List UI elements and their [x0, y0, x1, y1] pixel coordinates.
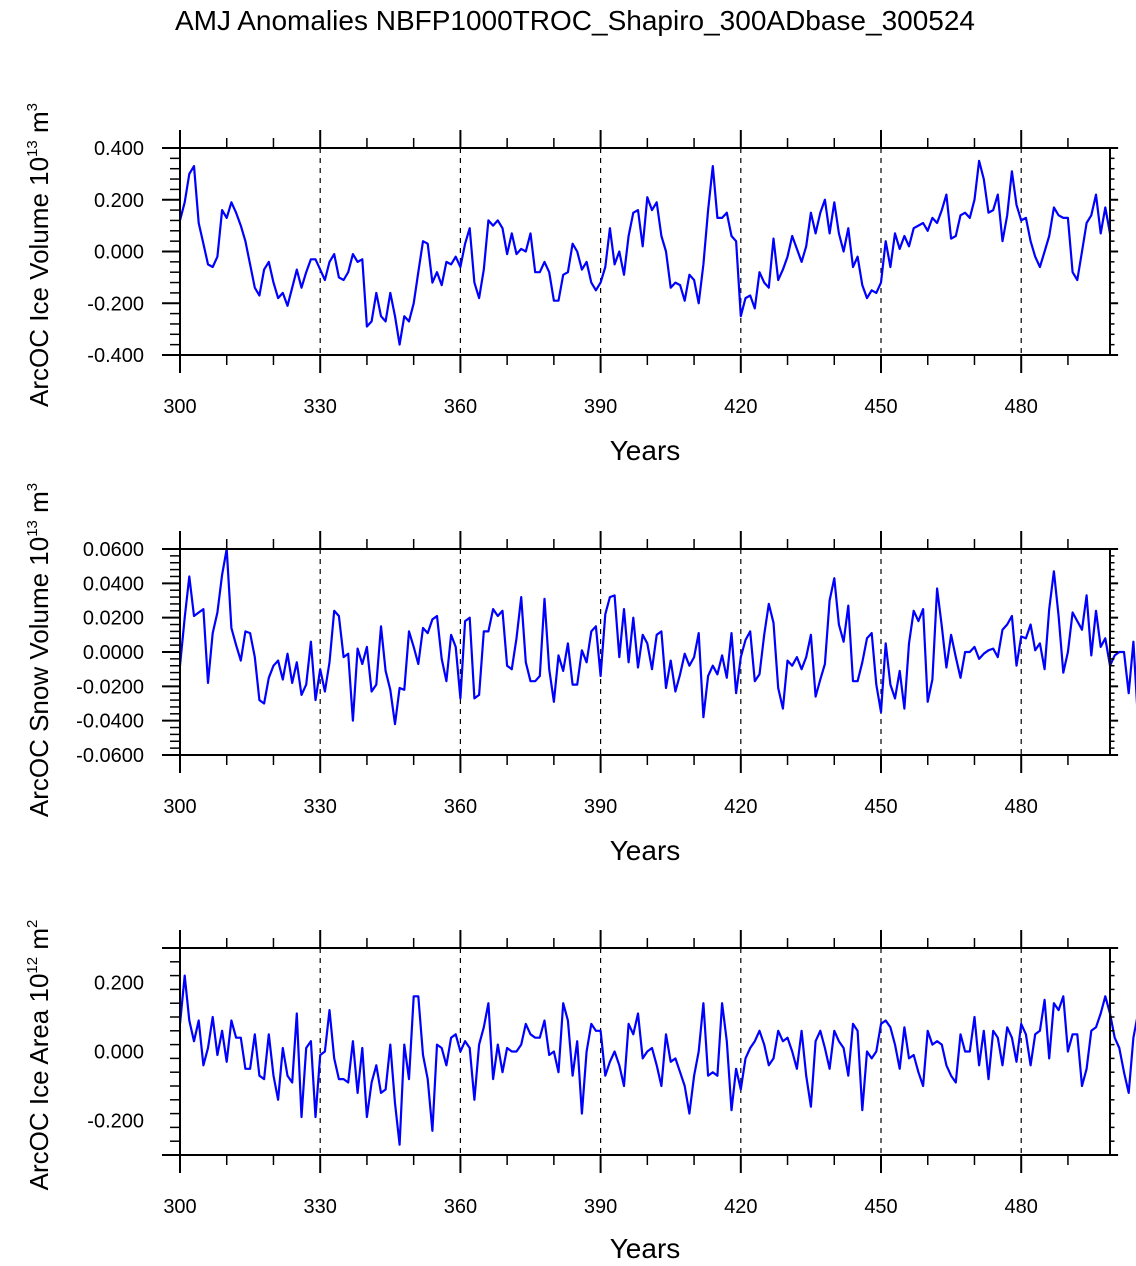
data-series-line	[178, 159, 1112, 346]
x-tick-label: 420	[724, 1196, 757, 1218]
y-tick-label: 0.0400	[83, 573, 144, 595]
figure-title: AMJ Anomalies NBFP1000TROC_Shapiro_300AD…	[175, 5, 975, 36]
x-tick-label: 300	[163, 396, 196, 418]
x-tick-label: 360	[444, 796, 477, 818]
x-tick-label: 390	[584, 396, 617, 418]
y-tick-label: 0.0200	[83, 608, 144, 630]
y-tick-label: -0.400	[87, 345, 144, 367]
y-axis-label: ArcOC Ice Volume 1013 m3	[24, 103, 54, 407]
y-tick-label: 0.200	[94, 973, 144, 995]
y-tick-label: 0.000	[94, 242, 144, 264]
x-tick-label: 450	[864, 396, 897, 418]
y-tick-label: -0.200	[87, 293, 144, 315]
x-tick-label: 330	[304, 1196, 337, 1218]
x-axis-label: Years	[610, 1233, 681, 1264]
y-tick-label: -0.0200	[76, 676, 144, 698]
x-tick-label: 330	[304, 796, 337, 818]
x-tick-label: 360	[444, 396, 477, 418]
plot-frame	[179, 147, 1111, 356]
plot-frame	[179, 947, 1111, 1156]
data-series-line	[178, 974, 1136, 1146]
panel-2: 300 330 360 390 420 450 480 0.0600 0.0400 0.0200 0…	[24, 483, 1136, 866]
x-tick-label: 390	[584, 1196, 617, 1218]
y-tick-label: -0.0400	[76, 711, 144, 733]
x-tick-label: 420	[724, 396, 757, 418]
x-tick-label: 300	[163, 1196, 196, 1218]
y-axis-label: ArcOC Snow Volume 1013 m3	[24, 483, 54, 817]
y-tick-label: 0.200	[94, 190, 144, 212]
y-tick-label: 0.0600	[83, 539, 144, 561]
x-axis-label: Years	[610, 435, 681, 466]
panel-3: 300 330 360 390 420 450 480 0.200 0.000 -0.200 Yea…	[24, 920, 1136, 1264]
x-tick-label: 390	[584, 796, 617, 818]
y-tick-label: -0.200	[87, 1111, 144, 1133]
x-tick-label: 480	[1005, 1196, 1038, 1218]
y-tick-label: 0.000	[94, 1042, 144, 1064]
x-axis-label: Years	[610, 835, 681, 866]
x-tick-label: 330	[304, 396, 337, 418]
y-tick-label: 0.0000	[83, 642, 144, 664]
y-axis-label: ArcOC Ice Area 1012 m2	[24, 920, 54, 1191]
x-tick-label: 360	[444, 1196, 477, 1218]
y-tick-label: 0.400	[94, 138, 144, 160]
panel-1: 300 330 360 390 420 450 480 0.400 0.200 0.000 -0.2…	[24, 103, 1119, 466]
x-tick-label: 450	[864, 796, 897, 818]
x-tick-label: 480	[1005, 796, 1038, 818]
y-tick-label: -0.0600	[76, 745, 144, 767]
data-series-line	[178, 547, 1136, 726]
x-tick-label: 480	[1005, 396, 1038, 418]
x-tick-label: 450	[864, 1196, 897, 1218]
x-tick-label: 420	[724, 796, 757, 818]
x-tick-label: 300	[163, 796, 196, 818]
